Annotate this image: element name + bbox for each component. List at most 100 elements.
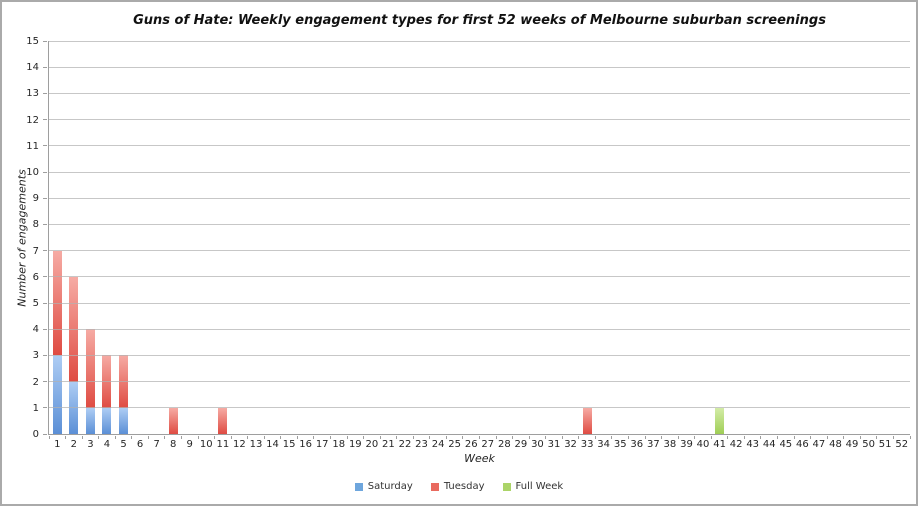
x-axis-label-52: 52 bbox=[895, 439, 909, 450]
x-axis-label-15: 15 bbox=[282, 439, 296, 450]
x-axis-label-10: 10 bbox=[199, 439, 213, 450]
x-axis-label-18: 18 bbox=[332, 439, 346, 450]
y-axis-label-13: 13 bbox=[26, 88, 39, 100]
legend-item-saturday: Saturday bbox=[354, 481, 413, 492]
bar-week-4-saturday bbox=[102, 407, 112, 434]
bar-week-5-saturday bbox=[119, 407, 128, 434]
x-axis-label-39: 39 bbox=[680, 439, 693, 450]
x-axis-label-9: 9 bbox=[186, 439, 193, 450]
x-axis-label-26: 26 bbox=[464, 439, 478, 450]
plot-area bbox=[43, 40, 911, 439]
legend-label: Full Week bbox=[515, 481, 564, 492]
bar-week-3-tuesday bbox=[85, 329, 95, 408]
x-axis-label-20: 20 bbox=[365, 439, 379, 450]
x-axis-label-19: 19 bbox=[348, 439, 362, 450]
bar-week-41-full-week bbox=[715, 407, 725, 434]
x-axis-title: Week bbox=[464, 452, 495, 465]
x-axis-label-11: 11 bbox=[216, 439, 230, 450]
y-axis-label-11: 11 bbox=[26, 140, 39, 152]
y-axis-label-1: 1 bbox=[32, 402, 39, 414]
legend-swatch-icon bbox=[502, 482, 511, 491]
bar-week-8-tuesday bbox=[168, 407, 178, 434]
x-axis-label-1: 1 bbox=[54, 439, 61, 450]
x-axis-label-43: 43 bbox=[746, 439, 760, 450]
x-axis-labels: 1 2 3 4 5 6 7 8 9 10 11 12 13 14 15 16 17 18 19 20 21 22 23 24 2… bbox=[49, 439, 910, 451]
y-axis-title: Number of engagements bbox=[15, 169, 29, 307]
y-axis-label-7: 7 bbox=[32, 245, 39, 257]
legend-item-full-week: Full Week bbox=[502, 481, 564, 492]
x-axis-label-29: 29 bbox=[514, 439, 528, 450]
x-axis-label-16: 16 bbox=[299, 439, 313, 450]
x-axis-label-2: 2 bbox=[70, 439, 78, 450]
x-axis-label-17: 17 bbox=[315, 439, 329, 450]
bar-week-2-tuesday bbox=[69, 276, 79, 382]
x-axis-label-35: 35 bbox=[613, 439, 627, 450]
y-axis-label-8: 8 bbox=[32, 219, 39, 231]
x-axis-label-13: 13 bbox=[249, 439, 263, 450]
x-axis-label-42: 42 bbox=[729, 439, 743, 450]
x-axis-label-25: 25 bbox=[448, 439, 462, 450]
x-axis-label-44: 44 bbox=[762, 439, 776, 450]
x-axis-label-24: 24 bbox=[431, 439, 445, 450]
y-axis-label-10: 10 bbox=[26, 167, 39, 178]
x-axis-label-38: 38 bbox=[663, 439, 677, 450]
x-axis-label-12: 12 bbox=[233, 439, 246, 450]
x-axis-label-14: 14 bbox=[266, 439, 279, 450]
y-axis-label-9: 9 bbox=[32, 193, 39, 205]
x-axis-label-50: 50 bbox=[862, 439, 875, 450]
x-axis-label-34: 34 bbox=[597, 439, 611, 450]
bar-week-33-tuesday bbox=[582, 407, 592, 434]
bars-layer bbox=[49, 41, 910, 434]
x-axis-label-8: 8 bbox=[169, 439, 177, 450]
bar-week-11-tuesday bbox=[218, 407, 228, 434]
y-axis-label-4: 4 bbox=[32, 324, 39, 336]
x-axis-label-40: 40 bbox=[696, 439, 710, 450]
y-axis-label-2: 2 bbox=[32, 376, 39, 388]
legend-swatch-icon bbox=[354, 482, 363, 491]
x-axis-label-30: 30 bbox=[531, 439, 544, 450]
x-axis-label-7: 7 bbox=[153, 439, 160, 450]
y-axis-label-6: 6 bbox=[32, 271, 39, 283]
legend-label: Tuesday bbox=[443, 481, 485, 492]
x-axis-label-33: 33 bbox=[580, 439, 594, 450]
y-axis-label-12: 12 bbox=[26, 114, 39, 126]
y-axis-labels: 0 1 2 3 4 5 6 7 8 9 10 11 12 13 14 15 bbox=[2, 36, 49, 440]
y-axis-label-3: 3 bbox=[32, 350, 39, 362]
x-axis-label-31: 31 bbox=[547, 439, 561, 450]
bar-week-3-saturday bbox=[85, 407, 95, 434]
x-axis-label-27: 27 bbox=[481, 439, 495, 450]
bar-week-5-tuesday bbox=[119, 355, 128, 408]
x-axis-label-22: 22 bbox=[398, 439, 412, 450]
y-axis-label-14: 14 bbox=[26, 62, 39, 74]
x-axis-label-3: 3 bbox=[87, 439, 94, 450]
y-axis-label-15: 15 bbox=[26, 36, 39, 47]
x-axis-label-48: 48 bbox=[829, 439, 842, 450]
x-axis-label-41: 41 bbox=[713, 439, 726, 450]
legend-label: Saturday bbox=[367, 481, 413, 492]
bar-week-4-tuesday bbox=[102, 355, 112, 408]
legend: Saturday Tuesday Full Week bbox=[2, 481, 916, 492]
x-axis-label-49: 49 bbox=[845, 439, 859, 450]
y-axis-label-0: 0 bbox=[32, 429, 39, 440]
bar-week-2-saturday bbox=[69, 381, 79, 434]
bar-week-1-tuesday bbox=[52, 250, 62, 356]
x-axis-label-45: 45 bbox=[779, 439, 793, 450]
x-axis-label-47: 47 bbox=[812, 439, 826, 450]
legend-item-tuesday: Tuesday bbox=[430, 481, 485, 492]
x-axis-label-21: 21 bbox=[382, 439, 395, 450]
chart-title: Guns of Hate: Weekly engagement types fo… bbox=[133, 13, 826, 28]
x-axis-line bbox=[48, 434, 910, 435]
x-axis-label-51: 51 bbox=[878, 439, 892, 450]
x-axis-label-5: 5 bbox=[120, 439, 127, 450]
x-axis-label-4: 4 bbox=[103, 439, 111, 450]
x-axis-label-32: 32 bbox=[564, 439, 577, 450]
x-axis-label-37: 37 bbox=[646, 439, 660, 450]
x-axis-label-46: 46 bbox=[796, 439, 809, 450]
x-axis-label-36: 36 bbox=[630, 439, 644, 450]
legend-swatch-icon bbox=[430, 482, 439, 491]
y-axis-line bbox=[48, 41, 49, 434]
x-axis-label-6: 6 bbox=[136, 439, 144, 450]
x-axis-label-28: 28 bbox=[497, 439, 511, 450]
y-axis-label-5: 5 bbox=[32, 298, 39, 309]
